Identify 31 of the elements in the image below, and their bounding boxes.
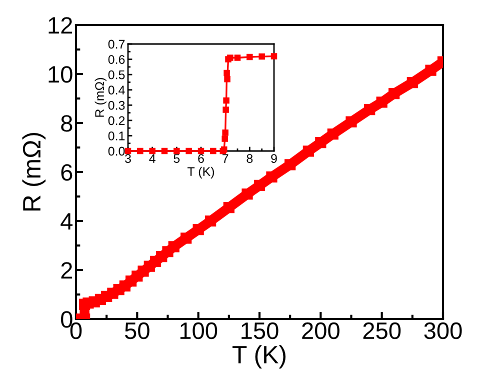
x-tick-label: 300 bbox=[424, 322, 462, 340]
y-tick-label: 12 bbox=[48, 17, 72, 34]
x-tick-label: 6 bbox=[198, 154, 204, 163]
y-tick-label: 8 bbox=[61, 115, 72, 132]
y-tick-label: 0.6 bbox=[108, 55, 125, 64]
y-tick-label: 0.1 bbox=[108, 132, 125, 140]
y-tick-label: 0.2 bbox=[108, 116, 125, 126]
y-tick-label: 0 bbox=[61, 311, 72, 328]
x-tick-label: 5 bbox=[174, 154, 180, 163]
x-tick-label: 50 bbox=[124, 322, 150, 340]
x-axis-title: T (K) bbox=[188, 166, 214, 178]
y-tick-label: 0.7 bbox=[108, 40, 125, 49]
x-tick-label: 7 bbox=[222, 154, 228, 163]
y-tick-label: 0.0 bbox=[108, 146, 125, 156]
x-tick-label: 3 bbox=[125, 154, 131, 163]
x-tick-label: 200 bbox=[302, 322, 340, 340]
y-tick-label: 10 bbox=[48, 66, 72, 83]
x-tick-label: 250 bbox=[363, 322, 401, 340]
x-tick-label: 4 bbox=[149, 154, 156, 163]
x-tick-label: 150 bbox=[242, 322, 278, 340]
y-tick-label: 0.3 bbox=[108, 100, 125, 110]
y-tick-label: 2 bbox=[61, 262, 72, 279]
y-tick-label: 4 bbox=[60, 213, 73, 230]
x-tick-label: 9 bbox=[271, 154, 277, 163]
y-axis-title: R (mΩ) bbox=[22, 132, 46, 211]
x-tick-label: 8 bbox=[246, 154, 253, 163]
x-axis-title: T (K) bbox=[232, 345, 286, 368]
y-axis-title: R (mΩ) bbox=[94, 78, 106, 117]
x-tick-label: 100 bbox=[180, 322, 218, 340]
y-tick-label: 0.5 bbox=[108, 70, 125, 80]
y-tick-label: 0.4 bbox=[108, 86, 125, 95]
